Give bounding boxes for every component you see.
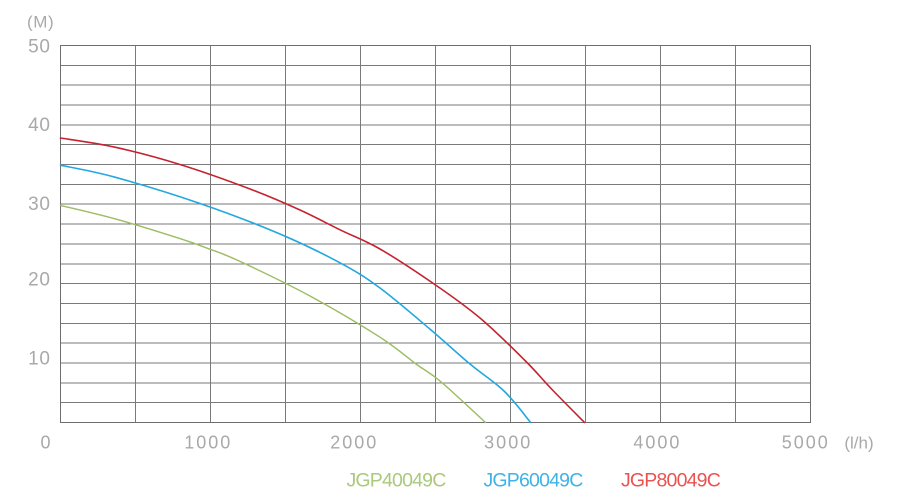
svg-text:JGP60049C: JGP60049C xyxy=(483,470,583,492)
svg-text:30: 30 xyxy=(28,194,50,215)
svg-text:JGP40049C: JGP40049C xyxy=(346,470,446,492)
svg-text:5000: 5000 xyxy=(782,433,830,453)
svg-text:2000: 2000 xyxy=(330,433,378,453)
svg-text:0: 0 xyxy=(40,433,51,453)
svg-text:(M): (M) xyxy=(27,13,54,32)
svg-text:4000: 4000 xyxy=(633,433,681,453)
svg-text:40: 40 xyxy=(28,115,50,136)
svg-text:50: 50 xyxy=(28,37,50,58)
svg-text:(l/h): (l/h) xyxy=(844,433,873,452)
svg-text:JGP80049C: JGP80049C xyxy=(621,470,721,492)
svg-text:3000: 3000 xyxy=(484,433,532,453)
svg-text:1000: 1000 xyxy=(184,433,232,453)
svg-text:20: 20 xyxy=(28,270,50,291)
svg-text:10: 10 xyxy=(28,348,50,369)
